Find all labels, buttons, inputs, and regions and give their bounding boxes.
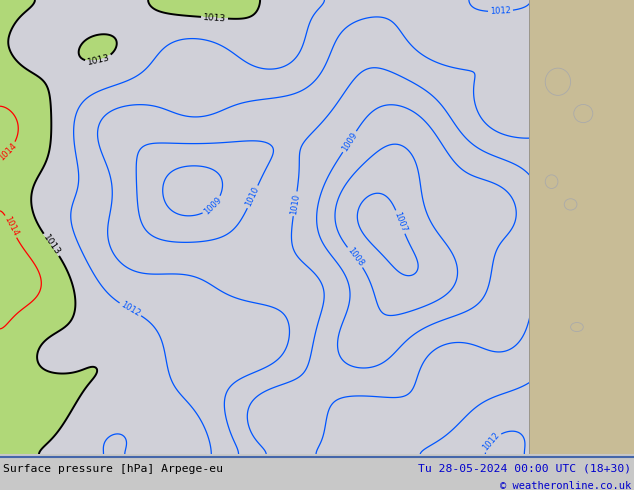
Ellipse shape [564,199,577,210]
Text: Surface pressure [hPa] Arpege-eu: Surface pressure [hPa] Arpege-eu [3,464,223,473]
Text: 1009: 1009 [340,130,359,153]
Text: 1011: 1011 [551,331,569,354]
Text: 1009: 1009 [202,196,224,217]
Text: 1010: 1010 [244,185,261,208]
Text: 1008: 1008 [346,246,365,269]
Bar [529,0,634,454]
Ellipse shape [545,68,571,96]
Text: 1013: 1013 [41,233,61,257]
Text: 1012: 1012 [119,300,141,318]
Text: 1012: 1012 [614,22,634,40]
Text: 1014: 1014 [2,215,20,238]
Text: 1013: 1013 [86,53,111,67]
Text: 1012: 1012 [610,392,628,415]
Text: 1007: 1007 [392,211,408,233]
Ellipse shape [571,322,583,332]
Ellipse shape [545,175,558,189]
Text: 1010: 1010 [289,193,301,215]
Text: 1012: 1012 [490,6,511,16]
Text: 1012: 1012 [481,431,501,453]
Text: 1014: 1014 [0,141,18,163]
Text: © weatheronline.co.uk: © weatheronline.co.uk [500,481,631,490]
Text: 1013: 1013 [203,13,226,23]
Ellipse shape [574,104,593,122]
Text: Tu 28-05-2024 00:00 UTC (18+30): Tu 28-05-2024 00:00 UTC (18+30) [418,464,631,473]
Bar [529,0,634,454]
